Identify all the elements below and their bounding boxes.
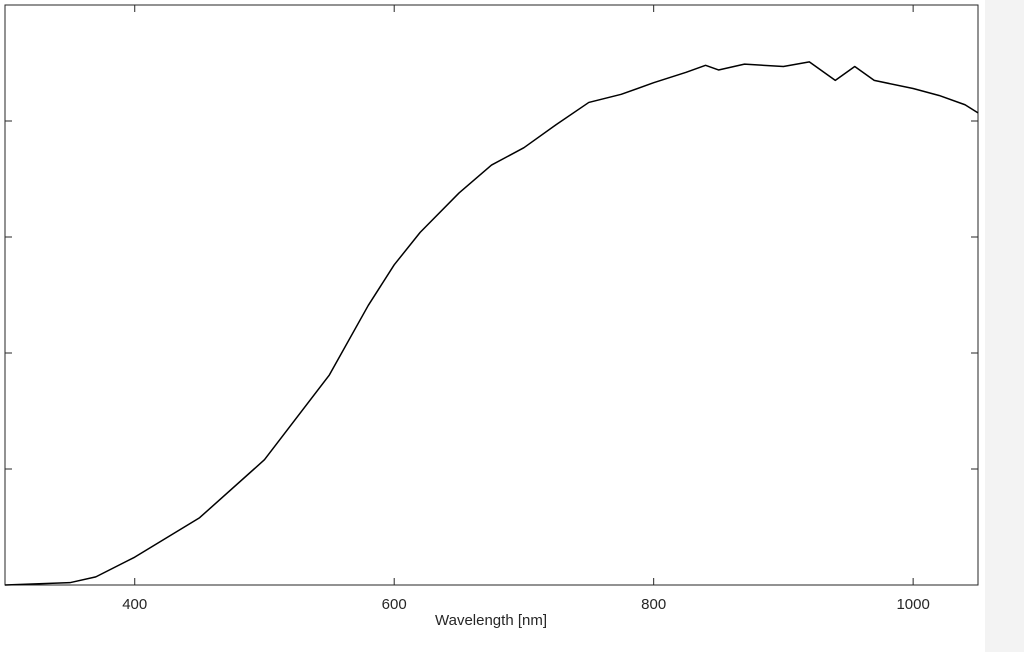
x-tick-label: 400 [122, 596, 147, 613]
line-series [4, 61, 979, 586]
x-tick-label: 1000 [896, 596, 929, 613]
x-axis-label: Wavelength [nm] [435, 612, 547, 629]
x-tick-label: 800 [641, 596, 666, 613]
x-tick-label: 600 [382, 596, 407, 613]
plot-box [4, 4, 979, 586]
